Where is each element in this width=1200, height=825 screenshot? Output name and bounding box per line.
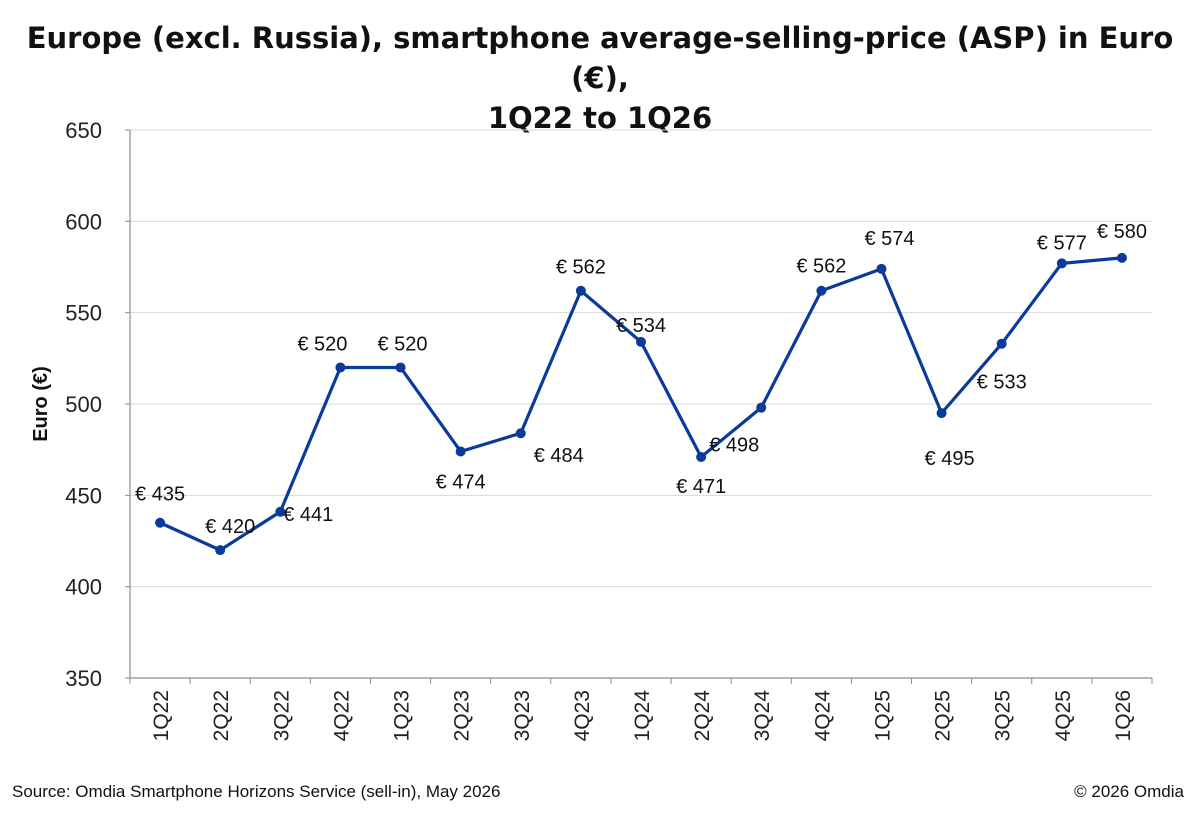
x-tick-label: 1Q23 [391,690,414,741]
y-tick-label: 650 [65,118,102,143]
x-tick-label: 4Q23 [571,690,594,741]
data-label: € 562 [556,257,606,279]
y-tick-label: 600 [65,209,102,234]
data-point [215,545,226,556]
data-label: € 474 [436,471,486,493]
data-point [936,408,947,419]
data-label: € 574 [864,228,914,250]
x-tick-label: 4Q24 [811,690,834,742]
y-axis-label: Euro (€) [30,366,52,442]
data-point [1116,252,1127,263]
data-point [395,362,406,373]
data-label: € 580 [1097,221,1147,243]
data-point [1056,258,1067,269]
data-point [575,285,586,296]
data-point [155,517,166,528]
data-label: € 534 [616,315,666,337]
copyright-note: © 2026 Omdia [1074,782,1184,801]
data-point [455,446,466,457]
x-tick-label: 2Q25 [932,690,955,741]
data-label: € 533 [977,372,1027,394]
data-point [876,263,887,274]
data-label: € 471 [676,476,726,498]
line-chart: 350 400 450 500 550 600 650 1Q22 2Q22 3Q22 4Q22 1Q2… [30,118,1153,742]
x-tick-label: 2Q22 [210,690,233,741]
x-tick-label: 4Q22 [330,690,353,741]
data-label: € 435 [135,484,185,506]
x-tick-label: 1Q22 [150,690,173,741]
data-point [996,338,1007,349]
data-point [636,336,646,347]
data-label: € 520 [297,333,347,355]
y-tick-label: 450 [65,483,102,508]
data-point [696,451,707,462]
source-note: Source: Omdia Smartphone Horizons Servic… [12,782,501,801]
x-tick-label: 1Q24 [631,690,654,742]
data-label: € 498 [709,435,759,457]
data-point [275,506,286,517]
x-tick-label: 3Q24 [751,690,774,742]
y-tick-label: 500 [65,392,102,417]
x-tick-label: 3Q23 [511,690,534,741]
data-label: € 577 [1037,232,1087,254]
data-label: € 562 [796,256,846,278]
chart-title-line-2: 1Q22 to 1Q26 [487,101,713,135]
data-point [335,362,346,373]
x-tick-label: 4Q25 [1052,690,1075,741]
x-tick-label: 2Q24 [691,690,714,742]
data-label: € 495 [925,448,975,470]
data-label: € 420 [205,516,255,538]
chart-title: Europe (excl. Russia), smartphone averag… [0,18,1200,138]
chart-title-line-1: Europe (excl. Russia), smartphone averag… [26,21,1174,95]
data-point [816,285,827,296]
x-tick-label: 3Q22 [270,690,293,741]
x-tick-label: 1Q25 [871,690,894,741]
data-point [515,428,526,439]
x-tick-label: 3Q25 [992,690,1015,741]
data-label: € 520 [377,333,427,355]
y-tick-label: 400 [65,575,102,600]
x-tick-label: 2Q23 [451,690,474,741]
y-tick-label: 350 [65,666,102,691]
data-label: € 441 [283,504,333,526]
data-point [756,402,767,413]
data-label: € 484 [534,445,584,467]
x-tick-label: 1Q26 [1112,690,1135,741]
y-tick-label: 550 [65,301,102,326]
